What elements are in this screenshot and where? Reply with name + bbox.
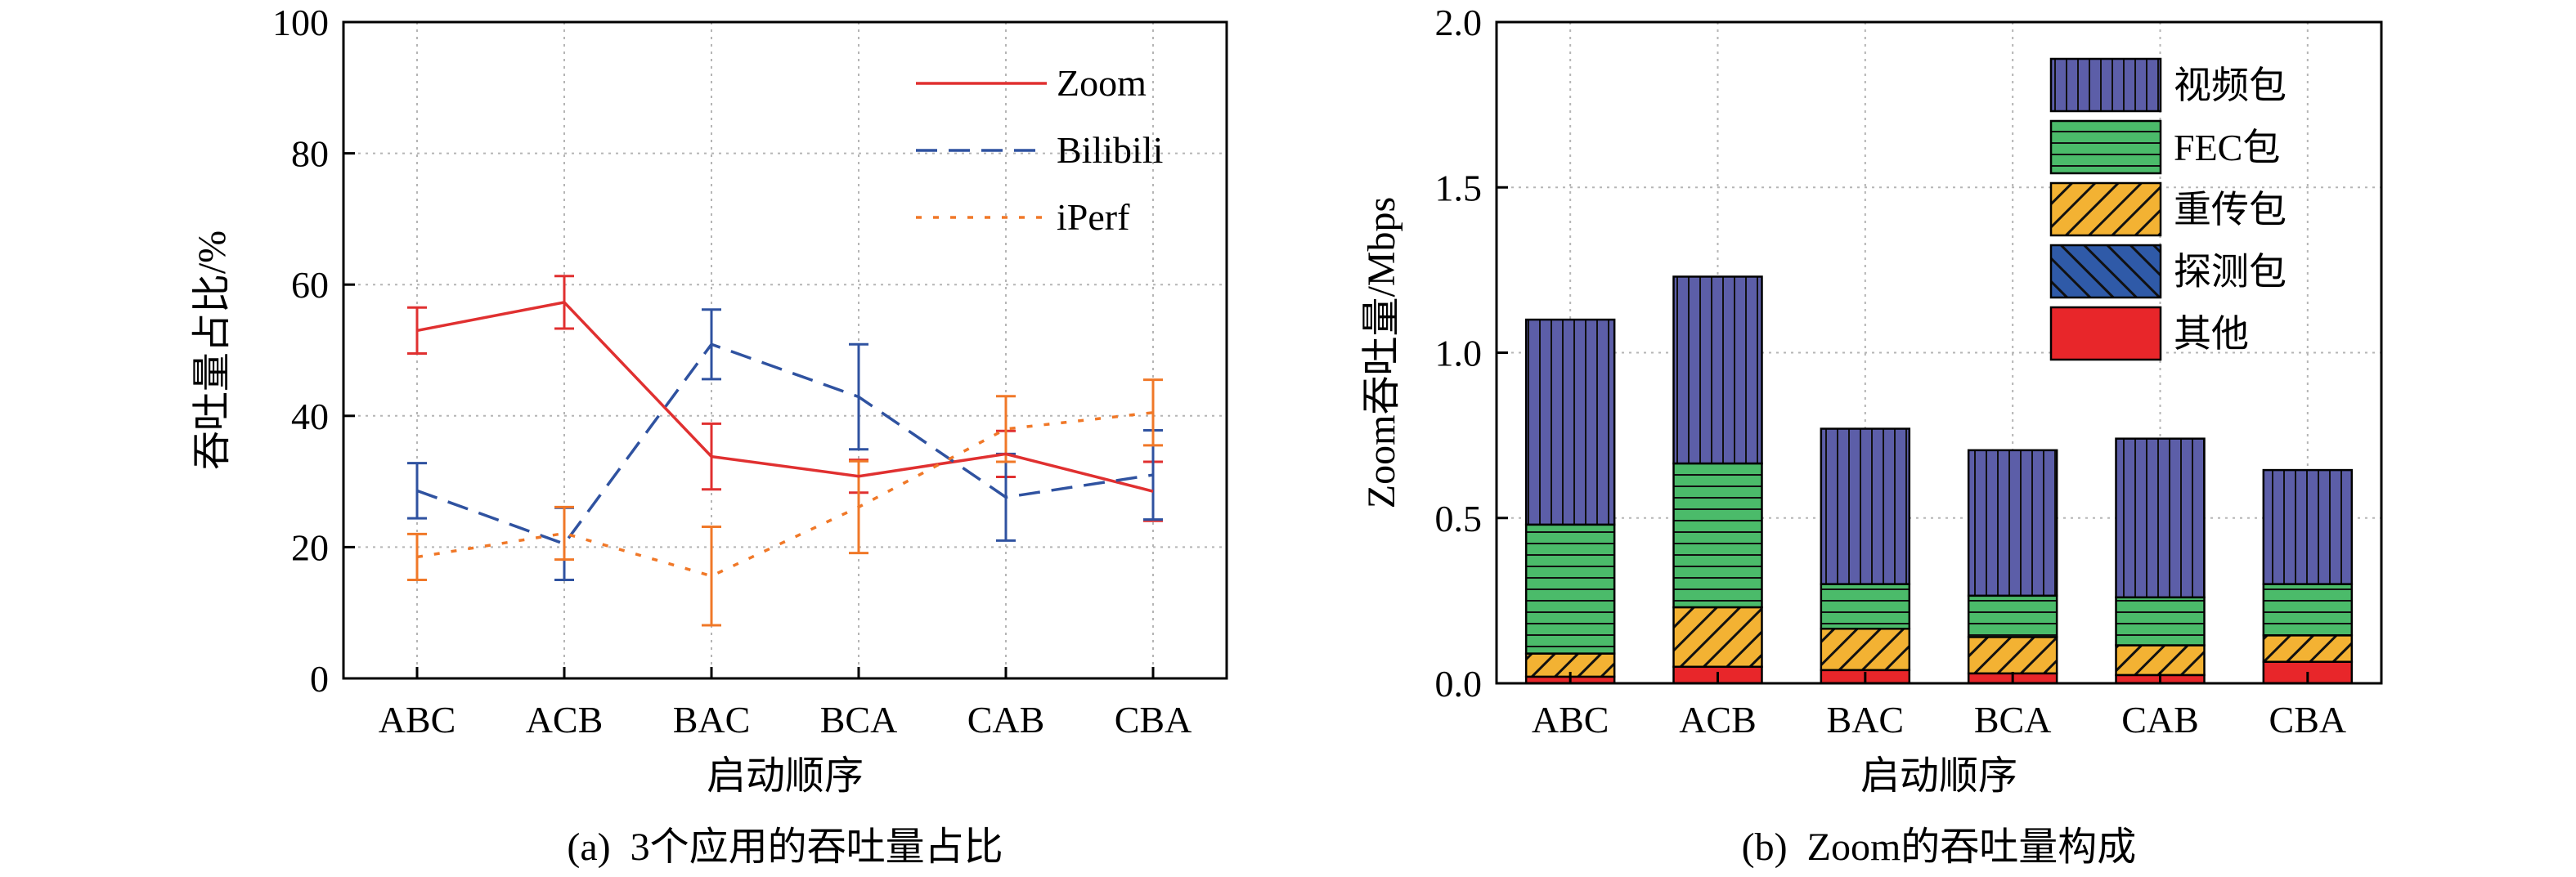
bar-segment-acb xyxy=(1672,462,1763,609)
series-line-bilibili xyxy=(416,342,1154,546)
y-tick-label: 1.5 xyxy=(1435,167,1483,208)
x-tick-label: BAC xyxy=(1827,699,1905,741)
bar-segment-acb xyxy=(1672,606,1763,669)
y-tick-label: 80 xyxy=(291,133,329,175)
panel-a-caption: (a) 3个应用的吞吐量占比 xyxy=(567,826,1003,869)
panel-b-y-axis-label: Zoom吞吐量/Mbps xyxy=(1360,197,1403,508)
y-tick-label: 1.0 xyxy=(1435,333,1483,374)
series-line-zoom xyxy=(416,300,1154,493)
bar-segment-cab xyxy=(2115,437,2206,599)
legend-label: FEC包 xyxy=(2174,127,2280,168)
x-tick-label: BAC xyxy=(673,699,751,741)
y-tick-label: 2.0 xyxy=(1435,2,1483,43)
legend-label-bilibili: Bilibili xyxy=(1057,129,1163,171)
bar-segment-bca xyxy=(1967,636,2058,675)
panel-a-plot-frame xyxy=(342,20,1228,680)
bar-segment-cab xyxy=(2115,596,2206,647)
series-line-iperf xyxy=(416,411,1154,578)
x-tick-label: ABC xyxy=(379,699,456,741)
x-tick-label: ABC xyxy=(1532,699,1609,741)
bar-segment-bca xyxy=(1967,449,2058,597)
panel-a-ticks: 0 20 40 60 80 100 ABC ACB BAC BCA CAB CBA xyxy=(272,2,1192,741)
bar-segment-abc xyxy=(1524,318,1616,526)
panel-a-line-chart: 0 20 40 60 80 100 ABC ACB BAC BCA CAB CBA Zoom Bilib… xyxy=(191,2,1228,869)
legend-label-iperf: iPerf xyxy=(1057,196,1130,238)
y-tick-label: 0 xyxy=(310,658,329,700)
panel-b-caption: (b) Zoom的吞吐量构成 xyxy=(1742,826,2137,869)
x-tick-label: CAB xyxy=(2121,699,2199,741)
legend-label: 重传包 xyxy=(2174,189,2287,230)
panel-b-ticks: 0.0 0.5 1.0 1.5 2.0 ABC ACB BAC BCA CAB CBA xyxy=(1435,2,2347,741)
x-tick-label: ACB xyxy=(1679,699,1757,741)
panel-b-stacked-bar-chart: 0.0 0.5 1.0 1.5 2.0 ABC ACB BAC BCA CAB CBA 视频包 FEC… xyxy=(1360,2,2383,869)
y-tick-label: 40 xyxy=(291,396,329,437)
bar-segment-bac xyxy=(1820,583,1911,630)
x-tick-label: CAB xyxy=(967,699,1045,741)
bar-segment-cab xyxy=(2115,644,2206,677)
x-tick-label: BCA xyxy=(820,699,898,741)
bar-segment-cba xyxy=(2262,634,2354,663)
legend-swatch xyxy=(2049,244,2162,299)
panel-b-x-axis-label: 启动顺序 xyxy=(1860,754,2017,798)
bar-segment-abc xyxy=(1524,523,1616,655)
legend-label: 其他 xyxy=(2174,313,2249,355)
x-tick-label: BCA xyxy=(1974,699,2052,741)
x-tick-label: CBA xyxy=(1115,699,1192,741)
legend-swatch xyxy=(2049,57,2162,113)
legend-label-zoom: Zoom xyxy=(1057,62,1147,104)
panel-a-grid xyxy=(343,21,1227,679)
bar-segment-acb xyxy=(1672,275,1763,465)
panel-a-legend: Zoom Bilibili iPerf xyxy=(916,62,1163,238)
bar-segment-cba xyxy=(2262,583,2354,637)
y-tick-label: 20 xyxy=(291,526,329,568)
y-tick-label: 0.5 xyxy=(1435,498,1483,539)
bar-segment-bac xyxy=(1820,628,1911,672)
bar-segment-bac xyxy=(1820,427,1911,585)
panel-b-bars xyxy=(1524,275,2354,685)
legend-label: 视频包 xyxy=(2174,65,2287,106)
legend-swatch xyxy=(2049,306,2162,361)
bar-segment-cba xyxy=(2262,468,2354,585)
panel-a-series-lines xyxy=(416,300,1154,578)
panel-a-errorbars xyxy=(407,275,1163,627)
legend-swatch xyxy=(2049,119,2162,175)
panel-a-y-axis-label: 吞吐量占比/% xyxy=(191,230,234,470)
x-tick-label: CBA xyxy=(2269,699,2347,741)
bar-segment-bca xyxy=(1967,594,2058,638)
panel-a-x-axis-label: 启动顺序 xyxy=(707,754,864,798)
y-tick-label: 100 xyxy=(272,2,329,43)
legend-swatch xyxy=(2049,181,2162,237)
x-tick-label: ACB xyxy=(526,699,604,741)
y-tick-label: 60 xyxy=(291,264,329,306)
legend-label: 探测包 xyxy=(2174,251,2287,293)
y-tick-label: 0.0 xyxy=(1435,663,1483,705)
